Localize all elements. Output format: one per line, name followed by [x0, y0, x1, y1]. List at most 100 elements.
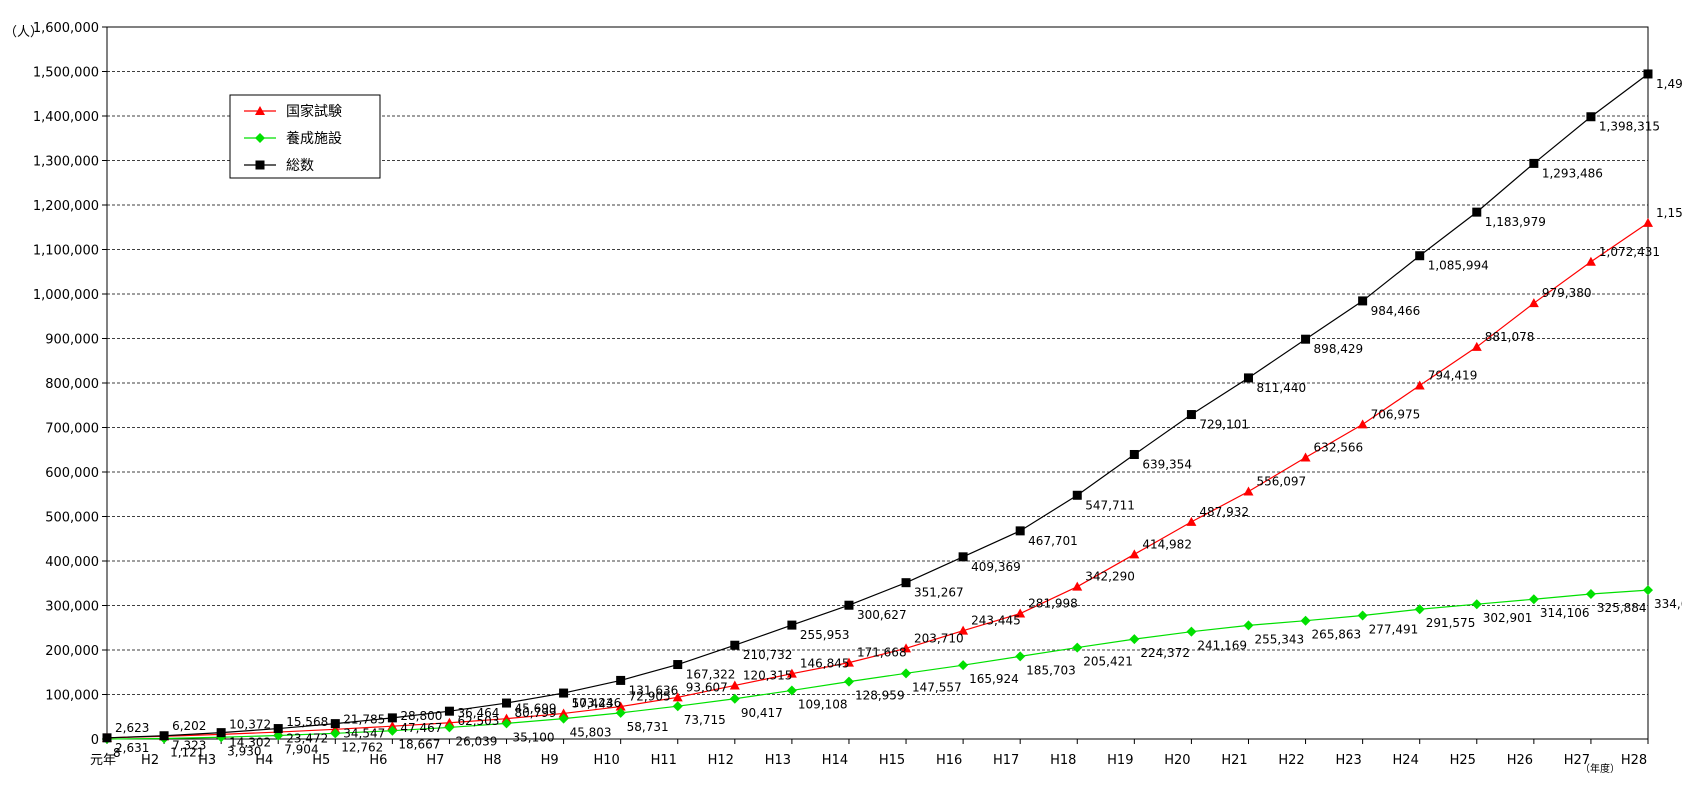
- marker-square: [616, 675, 626, 685]
- marker-diamond: [1528, 594, 1539, 605]
- data-label: 7,323: [172, 739, 206, 753]
- marker-triangle: [843, 657, 854, 667]
- x-axis-ticks: 元年 H2 H3 H4 H5 H6 H7 H8 H9 H10 H11 H12 H13 H14 H15 H16 H…: [90, 739, 1649, 768]
- y-tick-label: 1,200,000: [33, 199, 99, 214]
- x-tick-label: H13: [765, 753, 791, 768]
- data-label: 811,440: [1256, 381, 1306, 395]
- y-tick-label: 1,400,000: [33, 110, 99, 125]
- x-tick-label: H9: [541, 753, 559, 768]
- marker-diamond: [501, 718, 512, 729]
- y-tick-label: 1,500,000: [33, 66, 99, 81]
- data-label: 165,924: [969, 672, 1019, 686]
- data-label: 1,072,431: [1599, 245, 1660, 259]
- marker-square: [1072, 490, 1082, 500]
- marker-triangle: [1414, 380, 1425, 390]
- data-label: 342,290: [1085, 570, 1135, 584]
- data-label: 21,785: [343, 712, 385, 726]
- y-tick-label: 1,100,000: [33, 244, 99, 259]
- marker-triangle: [444, 717, 455, 727]
- legend-label: 総数: [286, 158, 314, 174]
- data-label: 73,715: [684, 713, 726, 727]
- x-tick-label: H8: [483, 753, 501, 768]
- data-label: 120,315: [743, 668, 793, 682]
- marker-square: [1586, 112, 1596, 122]
- x-tick-label: H18: [1050, 753, 1076, 768]
- data-label: 128,959: [855, 689, 905, 703]
- data-label: 300,627: [857, 608, 907, 622]
- data-label: 467,701: [1028, 534, 1078, 548]
- data-label: 7,904: [284, 742, 318, 756]
- data-label: 334,614: [1654, 597, 1682, 611]
- marker-square: [787, 620, 797, 630]
- x-tick-label: H7: [426, 753, 444, 768]
- data-label: 45,699: [515, 702, 557, 716]
- data-label: 1,121: [170, 746, 204, 760]
- marker-diamond: [1643, 585, 1653, 596]
- data-label: 979,380: [1542, 286, 1592, 300]
- data-label: 6,202: [172, 719, 206, 733]
- data-label: 224,372: [1140, 646, 1190, 660]
- series-line-2: [106, 73, 1649, 739]
- marker-diamond: [786, 685, 797, 696]
- marker-diamond: [615, 707, 626, 718]
- x-tick-label: H15: [879, 753, 905, 768]
- y-tick-label: 900,000: [45, 333, 99, 348]
- data-label: 47,467: [400, 721, 442, 735]
- marker-square: [159, 731, 169, 741]
- data-label: 205,421: [1083, 655, 1133, 669]
- data-label: 18,667: [398, 738, 440, 752]
- marker-square: [559, 688, 569, 698]
- data-label: 58,731: [627, 720, 669, 734]
- marker-triangle: [729, 680, 740, 690]
- marker-square: [901, 578, 911, 588]
- x-tick-label: H20: [1164, 753, 1190, 768]
- data-label: 409,369: [971, 560, 1021, 574]
- data-label: 3,930: [227, 744, 261, 758]
- marker-diamond: [1357, 610, 1368, 621]
- marker-triangle: [1300, 452, 1311, 462]
- x-tick-label: H6: [369, 753, 387, 768]
- x-axis-unit: （年度）: [1580, 762, 1620, 775]
- marker-square: [673, 660, 683, 670]
- data-label: 281,998: [1028, 597, 1078, 611]
- marker-square: [1529, 158, 1539, 168]
- marker-diamond: [1015, 651, 1026, 662]
- marker-square: [1243, 373, 1253, 383]
- data-label: 72,905: [629, 690, 671, 704]
- series-lines: [106, 73, 1649, 740]
- y-tick-label: 400,000: [45, 555, 99, 570]
- y-tick-label: 100,000: [45, 689, 99, 704]
- marker-triangle: [1015, 608, 1026, 618]
- data-label: 171,668: [857, 646, 907, 660]
- legend-marker-triangle: [255, 106, 265, 115]
- data-label: 131,636: [629, 683, 679, 697]
- marker-square: [1129, 449, 1139, 459]
- marker-square: [102, 733, 112, 743]
- x-tick-label: H4: [255, 753, 273, 768]
- data-label: 1,183,979: [1485, 215, 1546, 229]
- marker-triangle: [615, 701, 626, 711]
- marker-diamond: [1585, 588, 1596, 599]
- marker-square: [1643, 69, 1653, 79]
- data-label: 881,078: [1485, 330, 1535, 344]
- marker-triangle: [558, 708, 569, 718]
- data-label: 23,472: [286, 732, 328, 746]
- x-tick-label: H27: [1564, 753, 1590, 768]
- marker-triangle: [672, 692, 683, 702]
- data-label: 12,762: [341, 740, 383, 754]
- y-tick-label: 600,000: [45, 466, 99, 481]
- data-label: 2,631: [115, 741, 149, 755]
- y-tick-label: 200,000: [45, 644, 99, 659]
- legend-marker-square: [255, 160, 265, 170]
- marker-diamond: [1243, 620, 1254, 631]
- y-tick-label: 1,300,000: [33, 155, 99, 170]
- data-label: 210,732: [743, 648, 793, 662]
- marker-square: [730, 640, 740, 650]
- marker-diamond: [901, 668, 912, 679]
- data-label: 167,322: [686, 668, 736, 682]
- series-line-1: [106, 589, 1649, 740]
- data-label: 1,085,994: [1428, 259, 1489, 273]
- marker-square: [1301, 334, 1311, 344]
- x-tick-label: 元年: [90, 753, 116, 768]
